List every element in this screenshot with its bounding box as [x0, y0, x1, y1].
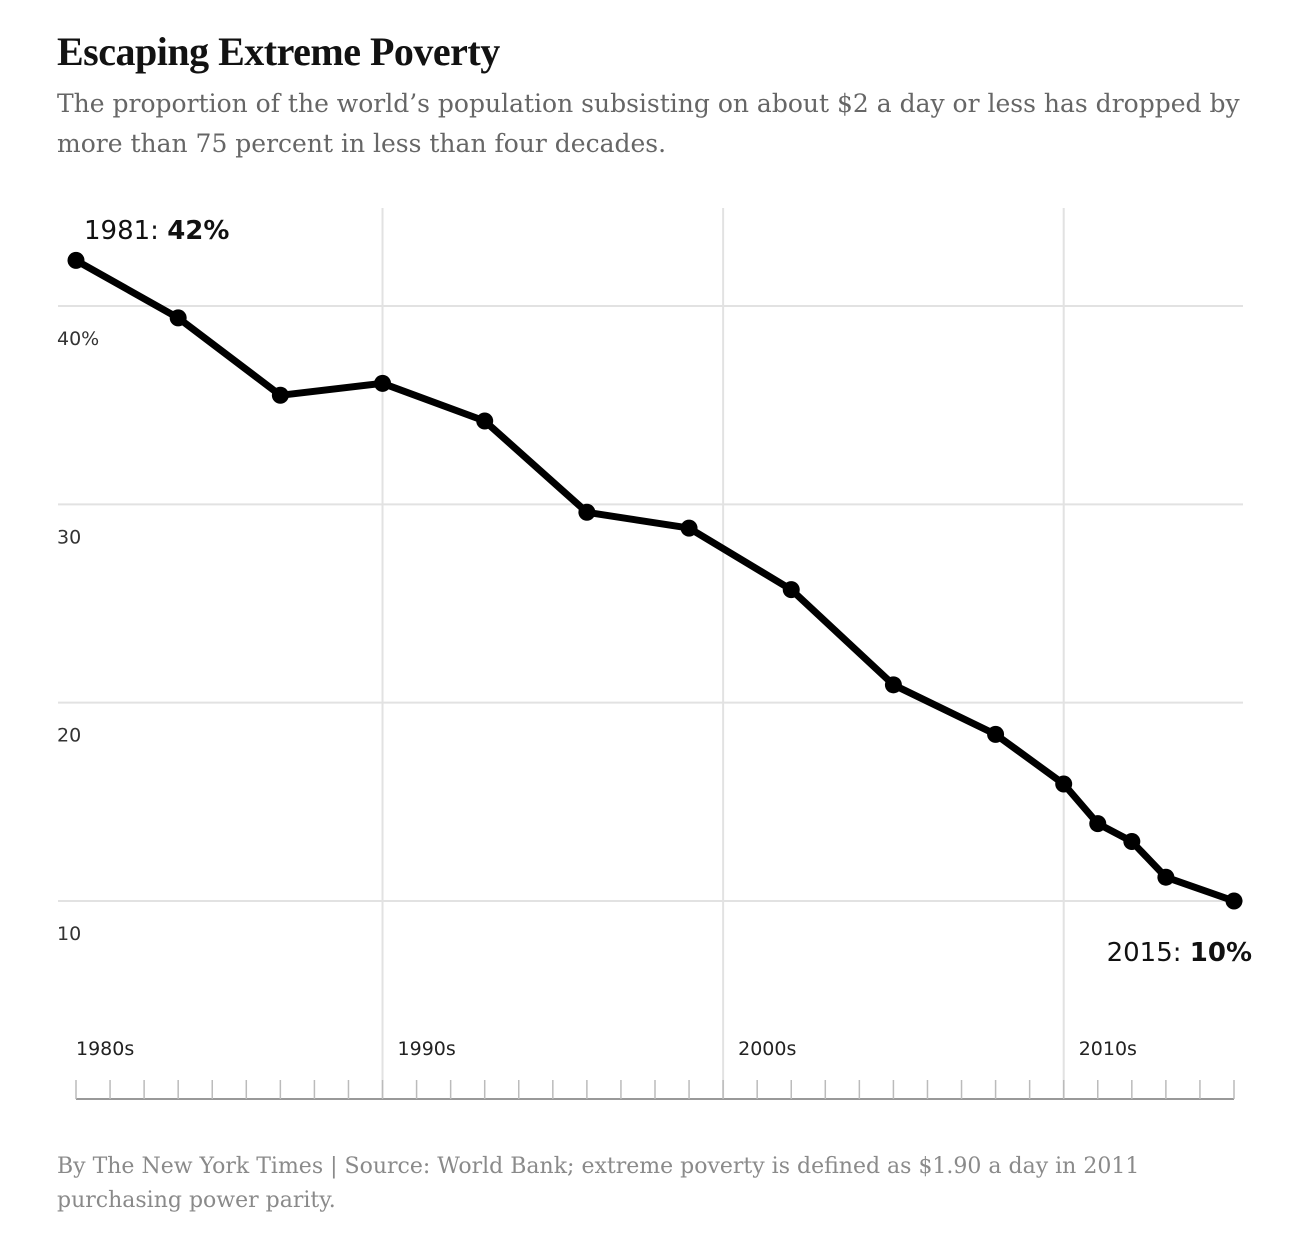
chart-subtitle: The proportion of the world’s population…: [57, 89, 1240, 158]
data-point: [374, 374, 392, 392]
annotations: 1981: 42% 2015: 10%: [84, 216, 1252, 968]
source-note: By The New York Times | Source: World Ba…: [57, 1154, 1140, 1213]
data-point: [1225, 892, 1243, 910]
data-point: [578, 503, 596, 521]
y-axis-tick-labels: 40% 30 20 10: [57, 328, 99, 945]
y-tick-label: 40%: [57, 328, 99, 350]
data-point: [67, 251, 85, 269]
annotation-end: 2015: 10%: [1107, 938, 1252, 968]
annotation-start-year: 1981:: [84, 216, 167, 246]
x-decade-label: 1990s: [398, 1038, 456, 1060]
data-point: [987, 725, 1005, 743]
x-decade-label: 2000s: [738, 1038, 796, 1060]
annotation-end-value: 10%: [1190, 938, 1252, 968]
data-point: [271, 386, 289, 404]
annotation-end-year: 2015:: [1107, 938, 1190, 968]
x-axis: 1980s 1990s 2000s 2010s: [75, 1038, 1235, 1100]
y-tick-label: 10: [57, 923, 81, 945]
data-point: [782, 581, 800, 599]
data-point: [680, 519, 698, 537]
data-point: [169, 309, 187, 327]
chart-title: Escaping Extreme Poverty: [57, 29, 500, 74]
y-tick-label: 20: [57, 725, 81, 747]
data-point: [1123, 833, 1141, 850]
annotation-start: 1981: 42%: [84, 216, 229, 246]
data-point: [1089, 815, 1107, 833]
poverty-rate-line: [72, 256, 1238, 905]
x-decade-label: 1980s: [76, 1038, 134, 1060]
grid-lines: [58, 208, 1243, 1099]
data-point: [1157, 868, 1175, 886]
y-tick-label: 30: [57, 526, 81, 548]
x-decade-label: 2010s: [1079, 1038, 1137, 1060]
data-point: [884, 676, 902, 694]
annotation-start-value: 42%: [167, 216, 229, 246]
data-point: [1055, 775, 1073, 793]
series-line: [67, 251, 1243, 910]
data-point: [476, 412, 494, 430]
